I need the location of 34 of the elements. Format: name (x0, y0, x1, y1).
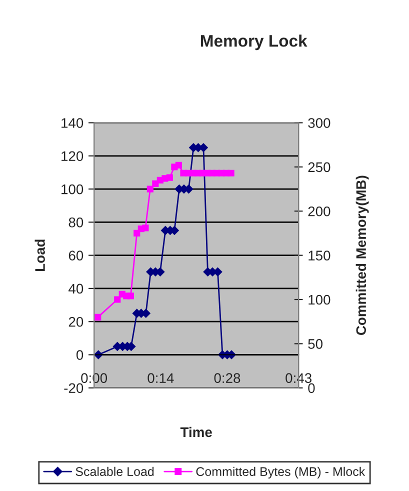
y2-tick-label: 0 (308, 383, 315, 394)
point (228, 170, 234, 176)
y-axis-title: Load (34, 240, 45, 271)
y-tick-label: 100 (62, 184, 84, 194)
y-tick-label: 120 (62, 151, 84, 162)
y2-axis-title: Committed Memory(MB) (356, 176, 369, 335)
x-axis-title: Time (180, 426, 212, 438)
point (114, 296, 121, 303)
chart-title: Memory Lock (200, 34, 308, 50)
point (142, 224, 149, 232)
y2-tick-label: 50 (308, 339, 323, 349)
y-tick-label: 60 (68, 250, 84, 260)
point (166, 174, 173, 181)
x-tick-label: 0:28 (214, 373, 240, 384)
y2-tick-label: 300 (308, 118, 330, 128)
x-tick-label: 0:43 (286, 373, 312, 384)
legend-label: Scalable Load (76, 466, 154, 476)
legend-label: Committed Bytes (MB) - Mlock (196, 466, 366, 478)
y-tick-label: 40 (68, 284, 84, 294)
y2-tick-label: 150 (308, 250, 330, 260)
point (94, 314, 102, 320)
x-tick-label: 0:14 (148, 373, 174, 384)
y-tick-label: 20 (68, 316, 84, 327)
y-tick-label: -20 (64, 383, 84, 394)
point (127, 292, 134, 300)
y-tick-label: 140 (62, 118, 84, 128)
point (134, 230, 140, 237)
y2-tick-label: 100 (308, 294, 330, 305)
y2-tick-label: 250 (308, 162, 330, 172)
y-tick-label: 80 (68, 218, 84, 228)
point (175, 162, 182, 168)
y2-tick-label: 200 (308, 206, 330, 216)
y-tick-label: 0 (76, 350, 84, 360)
point (146, 186, 154, 192)
